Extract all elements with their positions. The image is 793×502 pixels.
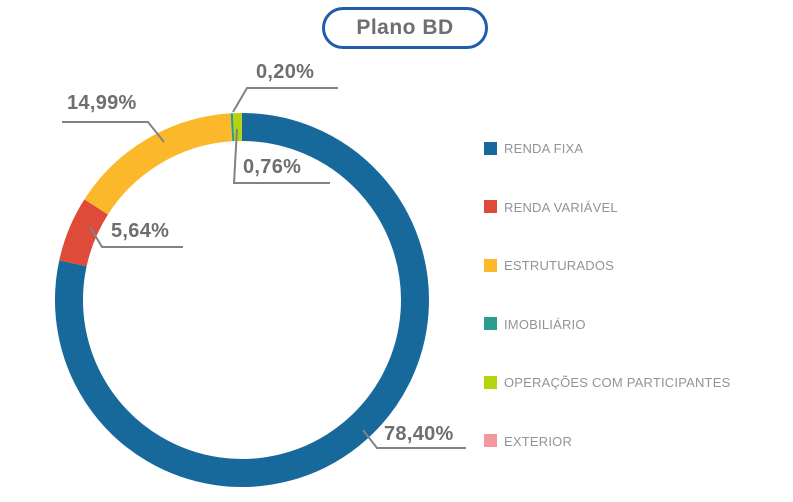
- legend-item-4: OPERAÇÕES COM PARTICIPANTES: [484, 375, 731, 390]
- leader-lines: [62, 87, 466, 449]
- legend-label: EXTERIOR: [504, 433, 573, 449]
- legend-item-2: ESTRUTURADOS: [484, 258, 730, 273]
- legend-label: OPERAÇÕES COM PARTICIPANTES: [504, 375, 731, 390]
- legend-swatch-icon: [484, 375, 497, 389]
- legend-label: RENDA VARIÁVEL: [504, 199, 618, 215]
- legend-swatch-icon: [484, 317, 497, 330]
- callout-estruturados: 14,99%: [67, 92, 137, 114]
- leader-line-imobiliario: [232, 87, 338, 113]
- callout-operacoes: 0,76%: [243, 156, 302, 178]
- chart-title-label: Plano BD: [356, 16, 454, 39]
- legend-swatch-icon: [484, 200, 497, 213]
- callout-imobiliario: 0,20%: [256, 61, 315, 83]
- leader-line-renda-fixa: [362, 429, 466, 449]
- callout-renda-variavel: 5,64%: [111, 220, 170, 242]
- legend-item-0: RENDA FIXA: [484, 141, 730, 156]
- legend-label: ESTRUTURADOS: [504, 258, 615, 273]
- leader-line-estruturados: [62, 121, 165, 143]
- donut-slice-1: [59, 199, 109, 267]
- donut-slice-2: [84, 113, 233, 215]
- callout-renda-fixa: 78,40%: [384, 423, 454, 445]
- donut-slice-0: [55, 113, 429, 487]
- leader-line-operacoes: [232, 128, 330, 184]
- legend-label: RENDA FIXA: [504, 141, 584, 156]
- legend-swatch-icon: [484, 141, 497, 155]
- legend-item-5: EXTERIOR: [484, 433, 730, 449]
- donut-slices: [55, 112, 429, 487]
- legend-item-3: IMOBILIÁRIO: [484, 316, 730, 332]
- legend-item-1: RENDA VARIÁVEL: [484, 199, 730, 215]
- legend: RENDA FIXA RENDA VARIÁVEL ESTRUTURADOS IMOB…: [484, 141, 730, 492]
- leader-line-renda-variavel: [89, 226, 183, 248]
- chart-title: Plano BD: [322, 7, 488, 49]
- legend-swatch-icon: [484, 434, 497, 447]
- legend-swatch-icon: [484, 258, 497, 272]
- legend-label: IMOBILIÁRIO: [504, 316, 586, 332]
